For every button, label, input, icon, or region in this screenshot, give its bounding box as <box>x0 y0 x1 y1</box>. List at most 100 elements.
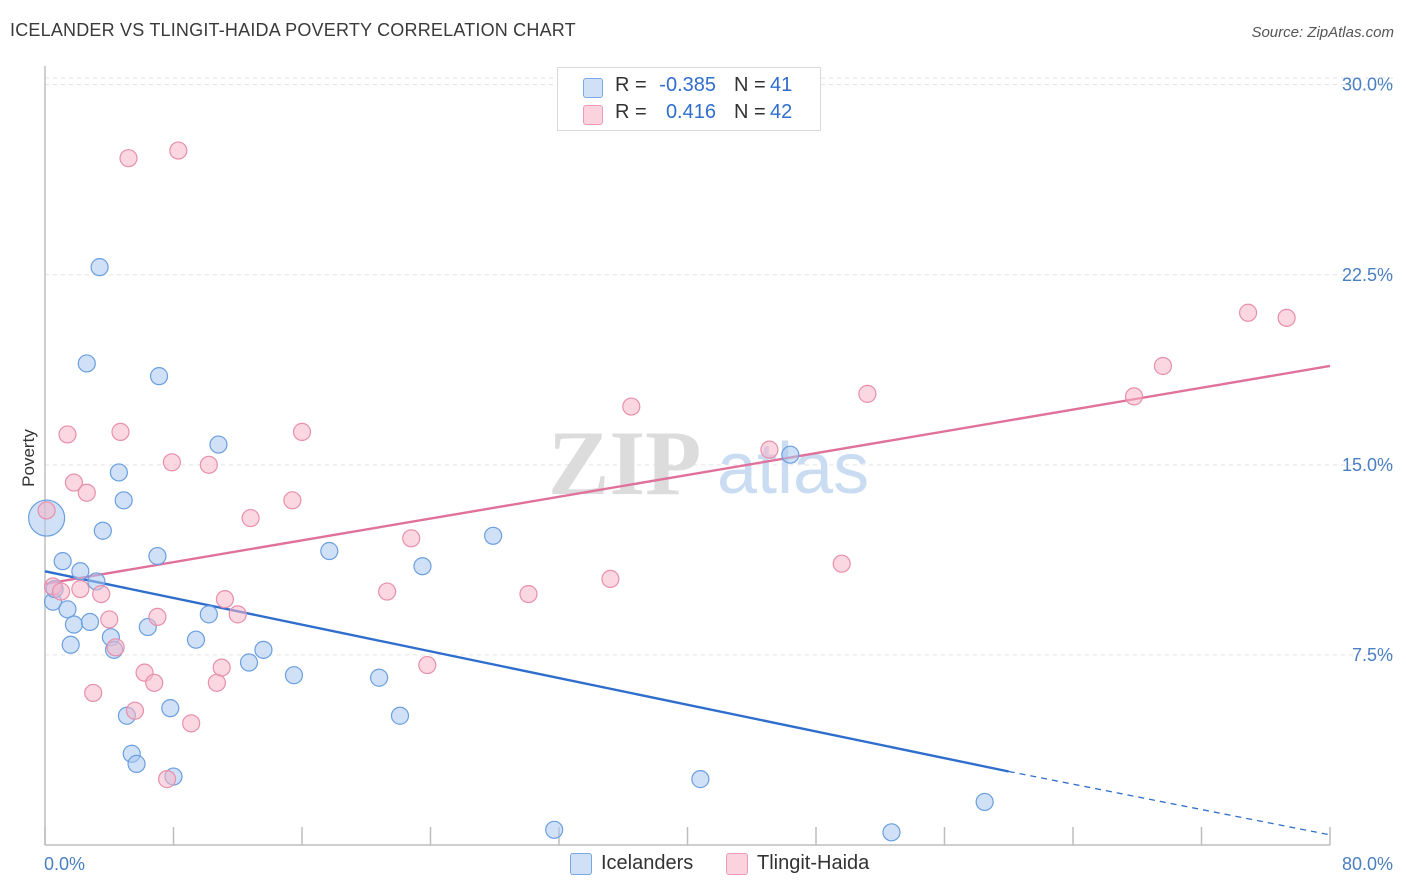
legend-n-value: 41 <box>770 74 793 96</box>
data-point-tlingit-haida <box>111 422 130 441</box>
data-point-icelanders <box>148 546 167 566</box>
data-point-tlingit-haida <box>1238 303 1258 322</box>
bottom-legend-label: Icelanders <box>601 852 694 874</box>
data-point-icelanders <box>58 600 77 619</box>
data-point-icelanders <box>77 354 96 373</box>
data-point-icelanders <box>545 820 564 839</box>
data-point-icelanders <box>93 521 112 540</box>
data-point-tlingit-haida <box>119 149 138 168</box>
data-point-tlingit-haida <box>283 491 302 510</box>
watermark-zip: ZIP <box>548 412 701 514</box>
trend-lines <box>44 364 1331 836</box>
data-point-tlingit-haida <box>64 473 84 492</box>
y-tick-label: 15.0% <box>1342 455 1393 475</box>
data-point-icelanders <box>320 541 339 561</box>
data-point-icelanders <box>975 792 994 812</box>
data-point-tlingit-haida <box>418 655 437 675</box>
data-point-tlingit-haida <box>51 582 71 601</box>
data-point-tlingit-haida <box>1153 356 1173 376</box>
data-point-icelanders <box>390 706 410 725</box>
data-point-tlingit-haida <box>378 582 397 601</box>
data-point-tlingit-haida <box>106 638 125 657</box>
data-point-icelanders <box>413 557 432 576</box>
data-point-tlingit-haida <box>37 501 56 520</box>
data-point-icelanders <box>882 823 901 842</box>
trend-line-tlingit-haida <box>44 364 1331 586</box>
y-tick-label: 7.5% <box>1352 645 1393 665</box>
data-point-tlingit-haida <box>125 701 145 720</box>
legend-swatch-icelanders <box>583 78 603 98</box>
grid-lines <box>45 77 1395 656</box>
data-point-tlingit-haida <box>145 673 164 692</box>
data-point-icelanders <box>239 653 259 672</box>
data-point-tlingit-haida <box>241 508 260 528</box>
data-point-icelanders <box>209 435 228 454</box>
trend-line-extension <box>1008 770 1331 836</box>
data-point-tlingit-haida <box>169 141 188 160</box>
data-point-icelanders <box>149 367 169 386</box>
data-point-tlingit-haida <box>1124 387 1144 406</box>
data-point-tlingit-haida <box>858 384 877 403</box>
trend-line-icelanders <box>44 570 1009 773</box>
data-point-icelanders <box>254 640 273 659</box>
data-point-icelanders <box>64 615 84 634</box>
data-point-tlingit-haida <box>1277 308 1296 327</box>
source-credit[interactable]: Source: ZipAtlas.com <box>1251 24 1394 41</box>
data-point-icelanders <box>161 699 180 718</box>
data-point-tlingit-haida <box>622 397 641 416</box>
chart-title: ICELANDER VS TLINGIT-HAIDA POVERTY CORRE… <box>10 20 576 40</box>
data-point-tlingit-haida <box>519 584 538 604</box>
legend-n-label: N = <box>734 74 766 96</box>
data-point-tlingit-haida <box>207 673 226 692</box>
y-tick-label: 22.5% <box>1342 265 1393 285</box>
data-point-tlingit-haida <box>760 440 779 459</box>
legend-n-value: 42 <box>770 101 793 123</box>
bottom-legend-label: Tlingit-Haida <box>757 852 870 874</box>
data-point-icelanders <box>284 666 304 685</box>
legend-r-label: R = <box>615 101 647 123</box>
data-point-tlingit-haida <box>402 529 421 548</box>
data-point-icelanders <box>109 463 128 482</box>
legend-swatch-tlingit-haida <box>583 105 603 125</box>
data-point-icelanders <box>80 612 100 632</box>
data-point-tlingit-haida <box>832 554 851 573</box>
y-tick-label: 30.0% <box>1342 75 1393 95</box>
data-point-tlingit-haida <box>199 455 218 474</box>
data-point-icelanders <box>781 445 800 464</box>
data-point-icelanders <box>127 754 146 773</box>
legend-row-icelanders: R = -0.385 N = 41 <box>558 74 820 100</box>
x-tick-label: 0.0% <box>44 854 85 874</box>
data-point-tlingit-haida <box>100 610 119 629</box>
data-point-icelanders <box>114 491 133 510</box>
data-point-icelanders <box>53 552 72 571</box>
legend-r-label: R = <box>615 74 647 96</box>
data-point-tlingit-haida <box>77 483 96 502</box>
legend-n-label: N = <box>734 101 766 123</box>
data-point-tlingit-haida <box>215 590 234 609</box>
data-point-tlingit-haida <box>228 605 247 624</box>
data-point-icelanders <box>484 526 503 545</box>
data-point-icelanders <box>199 605 218 624</box>
tick-labels: 7.5% 15.0% 22.5% 30.0% 0.0% 80.0% <box>44 75 1393 874</box>
data-point-icelanders <box>90 258 109 277</box>
legend-r-value: -0.385 <box>659 74 716 96</box>
data-point-icelanders <box>691 770 710 789</box>
data-point-icelanders <box>370 668 389 687</box>
data-point-icelanders <box>71 562 90 581</box>
x-tick-label: 80.0% <box>1342 854 1393 874</box>
data-point-tlingit-haida <box>212 658 231 677</box>
y-axis-label: Poverty <box>19 429 38 487</box>
data-point-tlingit-haida <box>157 770 177 789</box>
legend-r-value: 0.416 <box>665 101 716 123</box>
correlation-legend: R = -0.385 N = 41 R = 0.416 N = 42 <box>557 67 821 131</box>
data-point-tlingit-haida <box>71 579 90 599</box>
data-point-tlingit-haida <box>92 584 111 604</box>
data-points <box>28 141 1296 842</box>
data-point-icelanders <box>61 635 80 654</box>
bottom-legend-swatch <box>726 853 748 875</box>
legend-row-tlingit-haida: R = 0.416 N = 42 <box>558 101 820 127</box>
bottom-legend-swatch <box>570 853 592 875</box>
data-point-tlingit-haida <box>601 569 620 588</box>
watermark-atlas: atlas <box>717 429 869 509</box>
